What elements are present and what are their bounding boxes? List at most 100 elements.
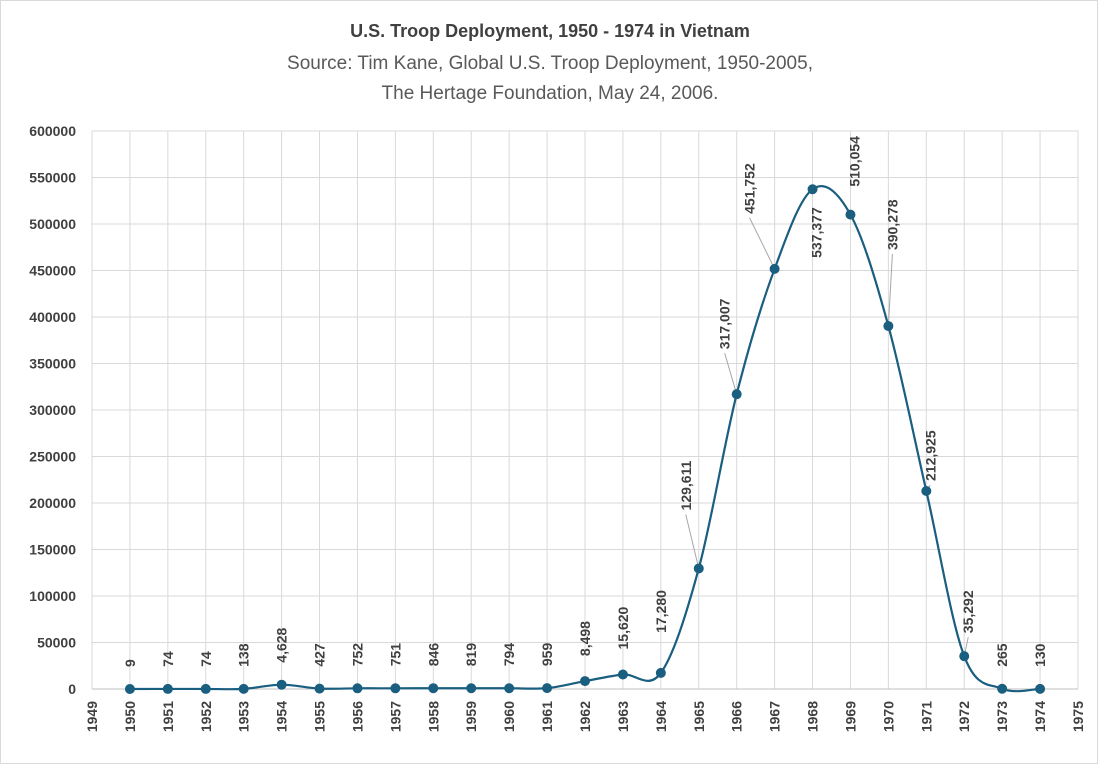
x-tick-label: 1957 [387,701,403,732]
data-label: 9 [122,659,138,667]
x-tick-label: 1956 [349,701,365,732]
axes: 0 50000 100000 150000 200000 250000 300000 3500… [29,123,1086,732]
data-label: 427 [312,643,328,667]
x-tick-label: 1955 [312,701,328,732]
y-tick-label: 200000 [29,495,76,511]
data-label: 390,278 [884,199,900,250]
y-tick-label: 400000 [29,309,76,325]
data-point [693,563,704,574]
y-tick-label: 300000 [29,402,76,418]
data-point [466,683,477,694]
data-point [655,667,666,678]
data-label: 74 [198,651,214,667]
x-tick-label: 1958 [425,701,441,732]
data-point [390,683,401,694]
x-tick-label: 1971 [918,701,934,732]
x-tick-label: 1970 [880,701,896,732]
x-tick-label: 1974 [1032,701,1048,732]
data-label: 819 [463,643,479,667]
data-point [428,683,439,694]
x-tick-label: 1967 [767,701,783,732]
data-label: 537,377 [809,207,825,258]
x-tick-label: 1969 [842,701,858,732]
data-labels: 9 74 74 138 4,628 427 752 751 846 819 794 959 8,498 1… [122,136,1048,667]
data-point [959,651,970,662]
data-label: 265 [994,643,1010,667]
y-tick-label: 100000 [29,588,76,604]
data-label: 8,498 [577,621,593,656]
data-label: 751 [387,643,403,667]
x-tick-label: 1965 [691,701,707,732]
x-tick-label: 1973 [994,701,1010,732]
x-tick-label: 1960 [501,701,517,732]
data-label: 959 [539,643,555,667]
x-tick-label: 1952 [198,701,214,732]
data-point [769,263,780,274]
data-label: 794 [501,643,517,667]
x-tick-label: 1954 [274,701,290,732]
data-label: 35,292 [960,590,976,633]
y-tick-label: 50000 [37,635,76,651]
label-leader [887,254,893,327]
data-point [883,321,894,332]
y-tick-label: 500000 [29,216,76,232]
series-line [129,185,1041,693]
data-point [921,485,932,496]
series-layer [124,184,1046,694]
label-leader [724,353,738,395]
data-point [238,683,249,694]
data-label: 212,925 [922,430,938,481]
data-label: 130 [1032,643,1048,667]
x-tick-label: 1975 [1070,701,1086,732]
data-point [580,676,590,687]
data-point [352,683,363,694]
data-label: 15,620 [615,606,631,649]
data-point [124,683,135,694]
data-point [807,184,818,195]
y-tick-label: 450000 [29,263,76,279]
data-point [314,683,325,694]
label-leader-lines [685,217,969,657]
data-label: 510,054 [846,136,862,187]
y-tick-label: 250000 [29,449,76,465]
chart-subtitle-line-1: Source: Tim Kane, Global U.S. Troop Depl… [287,53,813,74]
data-point [997,683,1008,694]
data-point [542,683,553,694]
x-tick-label: 1949 [84,701,100,732]
x-tick-label: 1959 [463,701,479,732]
x-tick-label: 1953 [236,701,252,732]
x-tick-label: 1972 [956,701,972,732]
x-tick-label: 1951 [160,701,176,732]
x-tick-label: 1964 [653,701,669,732]
gridlines [91,130,1079,689]
data-point [200,683,211,694]
y-tick-label: 550000 [29,170,76,186]
y-tick-label: 150000 [29,542,76,558]
y-tick-label: 350000 [29,356,76,372]
label-leader [685,514,700,569]
data-label: 846 [425,643,441,667]
label-leader [749,217,776,270]
data-point [162,683,173,694]
data-label: 451,752 [742,163,758,214]
data-point [1035,683,1046,694]
data-point [617,669,628,680]
data-label: 129,611 [678,460,694,510]
x-tick-label: 1968 [805,701,821,732]
data-label: 138 [236,643,252,667]
data-label: 4,628 [274,627,290,662]
y-tick-label: 600000 [29,123,76,139]
data-point [504,683,515,694]
y-tick-label: 0 [68,681,76,697]
x-tick-label: 1963 [615,701,631,732]
data-label: 317,007 [717,298,733,349]
x-tick-label: 1961 [539,701,555,732]
chart-subtitle-line-2: The Hertage Foundation, May 24, 2006. [382,83,719,104]
data-point [276,679,287,690]
x-tick-label: 1962 [577,701,593,732]
chart-title: U.S. Troop Deployment, 1950 - 1974 in Vi… [350,21,750,41]
data-label: 752 [349,643,365,667]
data-point [845,209,856,220]
